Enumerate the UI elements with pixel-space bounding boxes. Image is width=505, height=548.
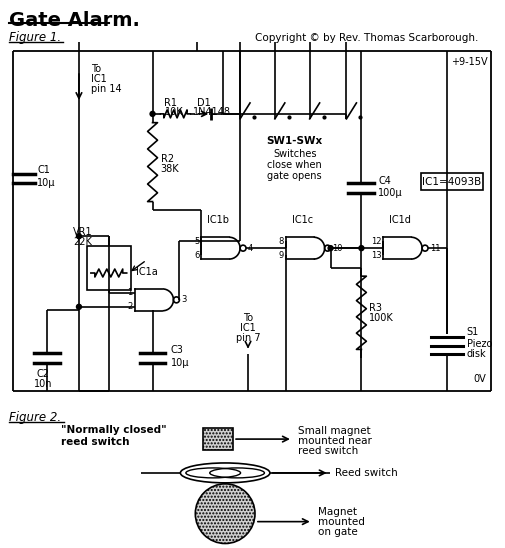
Text: R1: R1 xyxy=(164,98,177,108)
Text: 12: 12 xyxy=(370,237,381,246)
Text: close when: close when xyxy=(267,159,322,169)
Circle shape xyxy=(358,246,363,250)
Circle shape xyxy=(76,304,81,309)
Bar xyxy=(420,173,482,191)
Text: Gate Alarm.: Gate Alarm. xyxy=(9,12,140,31)
Text: C1: C1 xyxy=(37,164,50,175)
Text: Figure 2.: Figure 2. xyxy=(9,411,61,424)
Text: on gate: on gate xyxy=(317,527,357,536)
Text: 4: 4 xyxy=(247,244,253,253)
Bar xyxy=(87,246,130,290)
Bar xyxy=(203,428,233,450)
Text: Reed switch: Reed switch xyxy=(334,468,396,478)
Text: pin 7: pin 7 xyxy=(235,333,260,342)
Text: R2: R2 xyxy=(160,153,173,164)
Text: IC1d: IC1d xyxy=(388,215,411,225)
Text: VR1: VR1 xyxy=(73,227,92,237)
Text: 10μ: 10μ xyxy=(37,178,56,187)
Text: reed switch: reed switch xyxy=(297,446,358,456)
Text: 100K: 100K xyxy=(369,313,393,323)
Text: C4: C4 xyxy=(378,175,390,186)
Text: "Normally closed": "Normally closed" xyxy=(61,425,166,435)
Text: 2: 2 xyxy=(127,302,132,311)
Text: 13: 13 xyxy=(370,250,381,260)
Text: Small magnet: Small magnet xyxy=(297,426,370,436)
Circle shape xyxy=(76,234,81,239)
Text: C3: C3 xyxy=(170,345,183,355)
Text: IC1: IC1 xyxy=(240,323,256,333)
Text: S1: S1 xyxy=(466,327,478,336)
Text: +9-15V: +9-15V xyxy=(450,57,487,67)
Text: disk: disk xyxy=(466,349,485,358)
Text: 100μ: 100μ xyxy=(378,189,402,198)
Circle shape xyxy=(327,246,332,250)
Text: 38K: 38K xyxy=(160,164,179,174)
Ellipse shape xyxy=(180,463,269,483)
Text: C2: C2 xyxy=(36,369,49,379)
Text: 9: 9 xyxy=(278,250,283,260)
Text: IC1c: IC1c xyxy=(291,215,313,225)
Text: IC1: IC1 xyxy=(91,74,107,84)
Text: Switches: Switches xyxy=(273,149,316,159)
Text: To: To xyxy=(242,313,252,323)
Text: 10: 10 xyxy=(332,244,342,253)
Text: mounted near: mounted near xyxy=(297,436,371,446)
Text: SW1-SWx: SW1-SWx xyxy=(266,136,322,146)
Text: 10K: 10K xyxy=(164,107,183,117)
Text: pin 14: pin 14 xyxy=(91,84,121,94)
Text: Magnet: Magnet xyxy=(317,507,356,517)
Text: IC1b: IC1b xyxy=(207,215,229,225)
Text: gate opens: gate opens xyxy=(267,170,322,180)
Text: 0V: 0V xyxy=(472,374,485,384)
Text: To: To xyxy=(91,64,101,74)
Text: IC1a: IC1a xyxy=(135,267,157,277)
Text: 10μ: 10μ xyxy=(170,357,188,368)
Text: 1: 1 xyxy=(127,288,132,298)
Text: D1: D1 xyxy=(197,98,211,108)
Text: 10n: 10n xyxy=(34,379,53,390)
Text: Figure 1.: Figure 1. xyxy=(9,31,61,44)
Text: R3: R3 xyxy=(369,303,382,313)
Circle shape xyxy=(195,484,255,544)
Text: reed switch: reed switch xyxy=(61,437,129,447)
Text: Piezo: Piezo xyxy=(466,339,491,349)
Text: 3: 3 xyxy=(181,295,186,304)
Text: mounted: mounted xyxy=(317,517,364,527)
Text: 6: 6 xyxy=(193,250,199,260)
Text: 8: 8 xyxy=(278,237,283,246)
Text: Copyright © by Rev. Thomas Scarborough.: Copyright © by Rev. Thomas Scarborough. xyxy=(255,33,478,43)
Circle shape xyxy=(150,111,155,116)
Text: IC1=4093B: IC1=4093B xyxy=(422,176,481,186)
Text: 11: 11 xyxy=(429,244,440,253)
Text: 5: 5 xyxy=(193,237,199,246)
Text: 1N4148: 1N4148 xyxy=(193,107,231,117)
Text: 22K: 22K xyxy=(73,237,92,247)
